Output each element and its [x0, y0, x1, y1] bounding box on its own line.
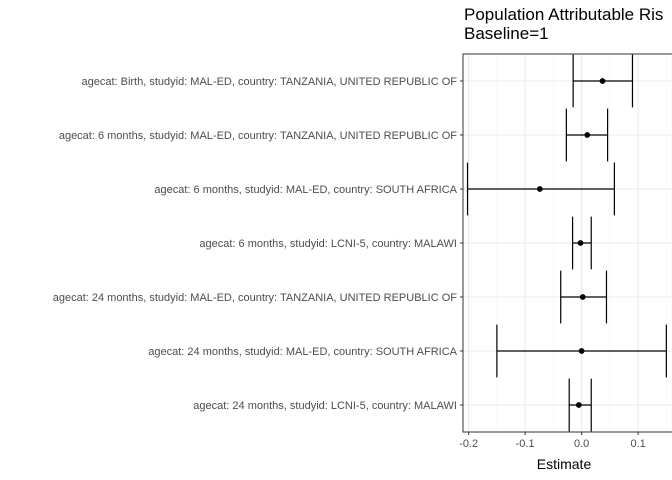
x-tick-label: 0.1 — [630, 438, 645, 450]
panel-border — [462, 53, 672, 433]
x-tick-label: -0.1 — [516, 438, 535, 450]
category-label: agecat: 24 months, studyid: LCNI-5, coun… — [193, 400, 457, 412]
category-label: agecat: 6 months, studyid: MAL-ED, count… — [154, 184, 457, 196]
estimate-point — [578, 348, 585, 354]
estimate-point — [599, 78, 606, 84]
category-label: agecat: Birth, studyid: MAL-ED, country:… — [81, 76, 457, 88]
x-axis-ticks: -0.2 -0.1 0.0 0.1 — [459, 432, 646, 450]
x-tick-label: -0.2 — [459, 438, 478, 450]
x-tick-label: 0.0 — [574, 438, 589, 450]
category-label: agecat: 24 months, studyid: MAL-ED, coun… — [53, 292, 458, 304]
category-label: agecat: 6 months, studyid: MAL-ED, count… — [59, 130, 457, 142]
grid-lines — [463, 54, 672, 432]
estimate-marks — [466, 54, 667, 432]
estimate-point — [579, 294, 586, 300]
chart-title-line-1: Population Attributable Ris — [464, 5, 663, 24]
category-labels: agecat: Birth, studyid: MAL-ED, country:… — [53, 76, 463, 412]
estimate-point — [577, 240, 584, 246]
x-axis-title: Estimate — [537, 456, 592, 472]
estimate-point — [584, 132, 591, 138]
category-label: agecat: 6 months, studyid: LCNI-5, count… — [199, 238, 457, 250]
category-label: agecat: 24 months, studyid: MAL-ED, coun… — [148, 346, 457, 358]
estimate-point — [575, 402, 582, 408]
estimate-point — [536, 186, 543, 192]
chart-title-line-2: Baseline=1 — [464, 24, 549, 43]
